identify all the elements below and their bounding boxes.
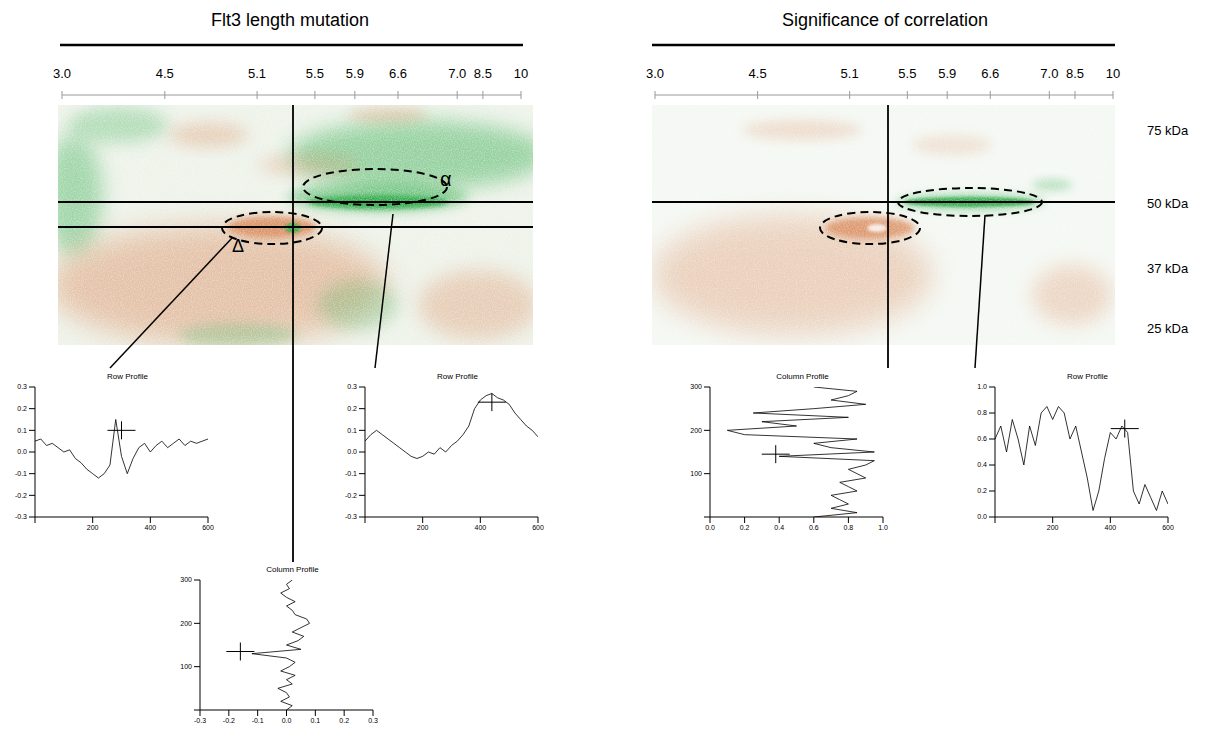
svg-text:0.2: 0.2 bbox=[740, 524, 750, 531]
svg-text:0.6: 0.6 bbox=[809, 524, 819, 531]
svg-text:3.0: 3.0 bbox=[53, 66, 71, 81]
svg-text:7.0: 7.0 bbox=[1040, 66, 1058, 81]
svg-text:0.0: 0.0 bbox=[17, 448, 27, 455]
svg-text:0.8: 0.8 bbox=[977, 409, 987, 416]
svg-text:200: 200 bbox=[180, 620, 192, 627]
svg-text:0.1: 0.1 bbox=[347, 427, 357, 434]
svg-text:100: 100 bbox=[690, 470, 702, 477]
svg-text:-0.2: -0.2 bbox=[223, 717, 235, 724]
svg-text:0.3: 0.3 bbox=[368, 717, 378, 724]
svg-text:400: 400 bbox=[474, 524, 486, 531]
svg-text:0.2: 0.2 bbox=[339, 717, 349, 724]
svg-text:-0.3: -0.3 bbox=[15, 513, 27, 520]
svg-text:5.9: 5.9 bbox=[938, 66, 956, 81]
svg-text:-0.1: -0.1 bbox=[15, 470, 27, 477]
svg-text:0.4: 0.4 bbox=[774, 524, 784, 531]
svg-text:-0.3: -0.3 bbox=[345, 513, 357, 520]
svg-text:0.0: 0.0 bbox=[347, 448, 357, 455]
svg-text:100: 100 bbox=[180, 663, 192, 670]
svg-text:α: α bbox=[440, 168, 452, 190]
html-text:Row Profile: Row Profile bbox=[1067, 372, 1108, 381]
svg-text:5.9: 5.9 bbox=[346, 66, 364, 81]
svg-text:0.2: 0.2 bbox=[17, 405, 27, 412]
svg-text:6.6: 6.6 bbox=[389, 66, 407, 81]
svg-text:10: 10 bbox=[1106, 66, 1120, 81]
svg-text:400: 400 bbox=[1104, 524, 1116, 531]
svg-text:3.0: 3.0 bbox=[646, 66, 664, 81]
svg-text:0.1: 0.1 bbox=[17, 427, 27, 434]
svg-text:7.0: 7.0 bbox=[448, 66, 466, 81]
html-text:Significance of correlation: Significance of correlation bbox=[781, 10, 989, 30]
svg-text:25 kDa: 25 kDa bbox=[1147, 321, 1189, 336]
svg-text:0.0: 0.0 bbox=[282, 717, 292, 724]
svg-text:600: 600 bbox=[532, 524, 544, 531]
html-text:Column Profile: Column Profile bbox=[266, 565, 319, 574]
svg-text:6.6: 6.6 bbox=[981, 66, 999, 81]
svg-text:400: 400 bbox=[144, 524, 156, 531]
svg-text:5.1: 5.1 bbox=[248, 66, 266, 81]
svg-text:0.8: 0.8 bbox=[844, 524, 854, 531]
svg-text:200: 200 bbox=[87, 524, 99, 531]
svg-text:-0.1: -0.1 bbox=[252, 717, 264, 724]
svg-text:0.3: 0.3 bbox=[17, 383, 27, 390]
svg-text:-0.3: -0.3 bbox=[194, 717, 206, 724]
svg-text:200: 200 bbox=[417, 524, 429, 531]
svg-text:Δ: Δ bbox=[232, 236, 244, 256]
svg-text:4.5: 4.5 bbox=[156, 66, 174, 81]
svg-text:300: 300 bbox=[690, 383, 702, 390]
svg-text:10: 10 bbox=[514, 66, 528, 81]
svg-text:1.0: 1.0 bbox=[977, 383, 987, 390]
svg-text:0.2: 0.2 bbox=[347, 405, 357, 412]
svg-text:0.6: 0.6 bbox=[977, 435, 987, 442]
svg-text:5.5: 5.5 bbox=[898, 66, 916, 81]
svg-text:8.5: 8.5 bbox=[474, 66, 492, 81]
svg-text:-0.2: -0.2 bbox=[345, 492, 357, 499]
svg-text:600: 600 bbox=[202, 524, 214, 531]
svg-text:-0.1: -0.1 bbox=[345, 470, 357, 477]
svg-text:5.1: 5.1 bbox=[841, 66, 859, 81]
svg-text:200: 200 bbox=[1047, 524, 1059, 531]
svg-text:1.0: 1.0 bbox=[878, 524, 888, 531]
html-text:Flt3 length mutation: Flt3 length mutation bbox=[211, 10, 369, 30]
svg-text:0.1: 0.1 bbox=[310, 717, 320, 724]
svg-text:37 kDa: 37 kDa bbox=[1147, 261, 1189, 276]
svg-text:0.4: 0.4 bbox=[977, 461, 987, 468]
svg-text:0.0: 0.0 bbox=[977, 513, 987, 520]
svg-text:8.5: 8.5 bbox=[1066, 66, 1084, 81]
html-text:Row Profile: Row Profile bbox=[107, 372, 148, 381]
html-text:Row Profile: Row Profile bbox=[437, 372, 478, 381]
svg-text:200: 200 bbox=[690, 427, 702, 434]
svg-text:5.5: 5.5 bbox=[306, 66, 324, 81]
html-text:Column Profile: Column Profile bbox=[776, 372, 829, 381]
svg-text:0.0: 0.0 bbox=[705, 524, 715, 531]
svg-text:75 kDa: 75 kDa bbox=[1147, 123, 1189, 138]
svg-text:300: 300 bbox=[180, 576, 192, 583]
svg-text:50 kDa: 50 kDa bbox=[1147, 196, 1189, 211]
svg-text:4.5: 4.5 bbox=[749, 66, 767, 81]
svg-text:0.3: 0.3 bbox=[347, 383, 357, 390]
svg-text:-0.2: -0.2 bbox=[15, 492, 27, 499]
svg-text:0.2: 0.2 bbox=[977, 487, 987, 494]
svg-text:600: 600 bbox=[1162, 524, 1174, 531]
